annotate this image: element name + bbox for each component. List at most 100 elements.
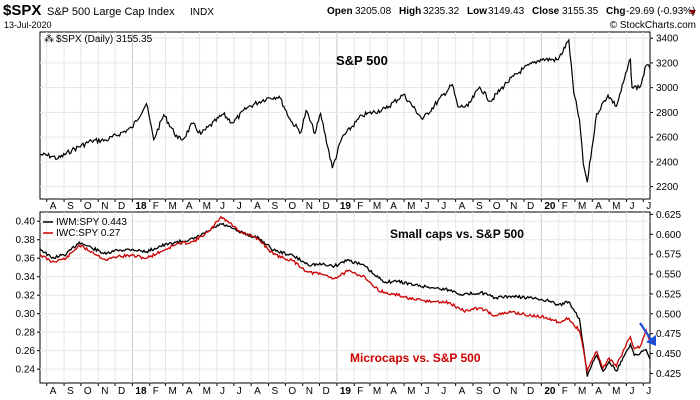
x-tick-label: A [390, 201, 397, 212]
right-y-tick-label: 0.425 [656, 369, 681, 380]
right-y-tick-label: 0.525 [656, 289, 681, 300]
ratio-gridlines [40, 212, 650, 383]
small-caps-annotation: Small caps vs. S&P 500 [390, 227, 524, 241]
x-tick-label: N [306, 201, 313, 212]
x-tick-label: A [254, 386, 261, 397]
left-y-tick-label: 0.34 [16, 272, 36, 283]
ratio-legend: IWM:SPY 0.443 IWC:SPY 0.27 [43, 217, 127, 239]
x-tick-label: A [186, 386, 193, 397]
x-tick-label: M [612, 386, 620, 397]
iwc-legend-entry: IWC:SPY 0.27 [56, 228, 121, 239]
iwm-spy-line [39, 222, 651, 377]
low-label: Low [467, 6, 487, 17]
x-tick-label: F [153, 201, 159, 212]
right-y-tick-label: 0.625 [656, 210, 681, 221]
x-tick-label: A [390, 386, 397, 397]
right-y-tick-label: 0.600 [656, 230, 681, 241]
spx-price-panel: A S O N D 18 F M A M J J A S O N D 19 F M A M J J A S O N D 20 F M A M J J … [39, 31, 679, 212]
y-tick-label: 2400 [656, 157, 679, 168]
x-tick-label: J [646, 201, 651, 212]
y-tick-label: 2800 [656, 108, 679, 119]
x-tick-label: M [373, 386, 381, 397]
x-tick-label: J [629, 201, 634, 212]
x-tick-label: J [220, 201, 225, 212]
iwc-left-axis: 0.24 0.26 0.28 0.30 0.32 0.34 0.36 0.38 0.40 [16, 217, 40, 376]
x-tick-label: M [612, 201, 620, 212]
right-y-tick-label: 0.550 [656, 270, 681, 281]
x-tick-label: M [203, 386, 211, 397]
close-value: 3155.35 [562, 6, 599, 17]
ratio-x-axis: A S O N D 18 F M A M J J A S O N D 19 F M A M J J A S O N D 20 F M A M J J [46, 383, 651, 397]
x-tick-label: D [323, 201, 330, 212]
x-tick-label: A [595, 201, 602, 212]
x-tick-label: A [459, 386, 466, 397]
right-y-tick-label: 0.500 [656, 309, 681, 320]
trend-arrow-shaft [639, 322, 653, 342]
high-label: High [399, 6, 421, 17]
spx-y-axis: 2200 2400 2600 2800 3000 3200 3400 [650, 34, 679, 193]
x-tick-label: F [357, 386, 363, 397]
microcaps-annotation: Microcaps vs. S&P 500 [350, 351, 481, 365]
x-tick-label: O [84, 201, 92, 212]
x-tick-label: D [118, 386, 125, 397]
x-tick-label: A [595, 386, 602, 397]
x-tick-label: A [459, 201, 466, 212]
open-label: Open [327, 6, 353, 17]
x-tick-label: M [203, 201, 211, 212]
x-tick-label: D [527, 201, 534, 212]
symbol-description: S&P 500 Large Cap Index [47, 6, 175, 18]
low-value: 3149.43 [488, 6, 525, 17]
x-tick-label: N [510, 201, 517, 212]
iwc-spy-line [39, 215, 651, 374]
spx-x-axis: A S O N D 18 F M A M J J A S O N D 19 F M A M J J A S O N D 20 F M A M J J [46, 199, 651, 212]
iwm-legend-entry: IWM:SPY 0.443 [56, 217, 127, 228]
left-y-tick-label: 0.24 [16, 365, 36, 376]
x-tick-label: 18 [135, 386, 147, 397]
chg-value: -29.69 (-0.93%) [626, 6, 695, 17]
x-tick-label: D [118, 201, 125, 212]
trend-arrow [639, 322, 656, 346]
x-tick-label: J [220, 386, 225, 397]
y-tick-label: 2600 [656, 133, 679, 144]
x-tick-label: F [153, 386, 159, 397]
x-tick-label: J [646, 386, 651, 397]
x-tick-label: N [306, 386, 313, 397]
left-y-tick-label: 0.36 [16, 254, 36, 265]
ratio-panel-frame [39, 211, 651, 384]
spx-legend-icon: ⁂ [44, 34, 54, 45]
x-tick-label: O [288, 386, 296, 397]
chart-date: 13-Jul-2020 [4, 20, 52, 30]
exchange-label: INDX [190, 7, 214, 18]
x-tick-label: A [254, 201, 261, 212]
x-tick-label: J [441, 386, 446, 397]
x-tick-label: 19 [340, 201, 352, 212]
x-tick-label: M [168, 201, 176, 212]
x-tick-label: J [629, 386, 634, 397]
spx-legend-entry: $SPX (Daily) 3155.35 [56, 34, 153, 45]
trend-arrow-icon [646, 335, 656, 346]
x-tick-label: 20 [544, 386, 556, 397]
left-y-tick-label: 0.38 [16, 235, 36, 246]
x-tick-label: M [407, 201, 415, 212]
x-tick-label: S [272, 386, 279, 397]
x-tick-label: A [50, 386, 57, 397]
left-y-tick-label: 0.28 [16, 328, 36, 339]
x-tick-label: N [101, 386, 108, 397]
left-y-tick-label: 0.26 [16, 346, 36, 357]
x-tick-label: N [101, 201, 108, 212]
x-tick-label: S [272, 201, 279, 212]
right-y-tick-label: 0.575 [656, 250, 681, 261]
x-tick-label: O [84, 386, 92, 397]
x-tick-label: M [168, 386, 176, 397]
x-tick-label: 19 [340, 386, 352, 397]
x-tick-label: J [441, 201, 446, 212]
x-tick-label: M [578, 201, 586, 212]
left-y-tick-label: 0.30 [16, 309, 36, 320]
x-tick-label: J [237, 201, 242, 212]
x-tick-label: J [237, 386, 242, 397]
spx-gridlines [40, 32, 650, 199]
high-value: 3235.32 [423, 6, 460, 17]
x-tick-label: A [186, 201, 193, 212]
x-tick-label: A [50, 201, 57, 212]
